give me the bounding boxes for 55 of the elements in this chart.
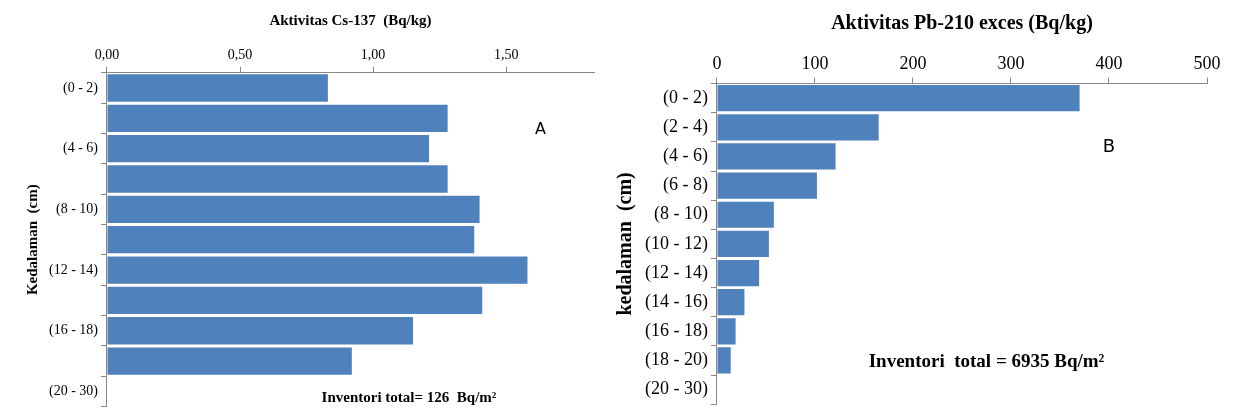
annotation: Inventori total = 6935 Bq/m²: [868, 350, 1105, 372]
y-tick-label: (10 - 12): [645, 232, 708, 254]
x-tick-label: 500: [1193, 52, 1221, 73]
x-tick-label: 0,00: [94, 47, 120, 63]
bar: [107, 347, 352, 375]
y-tick-label: (20 - 30): [48, 383, 99, 400]
x-tick-label: 200: [899, 52, 927, 73]
y-tick-label: (12 - 14): [48, 261, 99, 278]
bar: [107, 226, 475, 254]
annotation: B: [1102, 135, 1116, 157]
y-tick-label: (14 - 16): [645, 290, 708, 312]
y-tick-label: (0 - 2): [663, 86, 708, 108]
y-axis-title: Kedalaman (cm): [23, 184, 41, 296]
y-tick-label: (20 - 30): [645, 378, 708, 400]
bar: [717, 230, 769, 258]
bar: [107, 104, 448, 132]
bar: [107, 165, 448, 193]
y-tick-label: (2 - 4): [663, 116, 708, 138]
y-tick-label: (16 - 18): [48, 322, 99, 339]
x-tick-label: 400: [1095, 52, 1123, 73]
bar: [107, 256, 528, 284]
y-axis-title: kedalaman (cm): [613, 172, 637, 316]
y-tick-label: (6 - 8): [663, 174, 708, 196]
bar: [717, 85, 1080, 112]
x-tick-label: 1,50: [493, 47, 519, 63]
bar: [717, 318, 736, 345]
y-tick-label: (12 - 14): [645, 261, 708, 283]
bar: [107, 135, 429, 163]
bar: [717, 114, 879, 141]
bar: [717, 172, 817, 199]
y-tick-label: (4 - 6): [62, 140, 99, 157]
bar: [717, 289, 745, 316]
annotation: A: [534, 118, 546, 138]
x-axis-title: Aktivitas Pb-210 exces (Bq/kg): [831, 11, 1093, 35]
bar: [107, 195, 480, 224]
y-tick-label: (16 - 18): [645, 320, 708, 342]
bar: [717, 143, 836, 170]
bar: [717, 201, 774, 228]
x-tick-label: 0,50: [227, 47, 253, 63]
x-tick-label: 300: [997, 52, 1025, 73]
x-tick-label: 0: [712, 52, 722, 73]
x-axis-title: Aktivitas Cs-137 (Bq/kg): [269, 11, 432, 29]
bar: [717, 259, 760, 287]
x-tick-label: 100: [801, 52, 829, 73]
y-tick-label: (4 - 6): [663, 145, 708, 167]
y-tick-label: (8 - 10): [654, 203, 708, 225]
bar: [107, 317, 414, 345]
x-tick-label: 1,00: [360, 47, 386, 63]
bar: [107, 74, 328, 102]
y-tick-label: (18 - 20): [645, 349, 708, 371]
annotation: Inventori total= 126 Bq/m²: [321, 389, 497, 406]
bar: [717, 347, 731, 374]
bar: [107, 286, 483, 315]
y-tick-label: (8 - 10): [55, 201, 99, 218]
y-tick-label: (0 - 2): [62, 79, 99, 96]
